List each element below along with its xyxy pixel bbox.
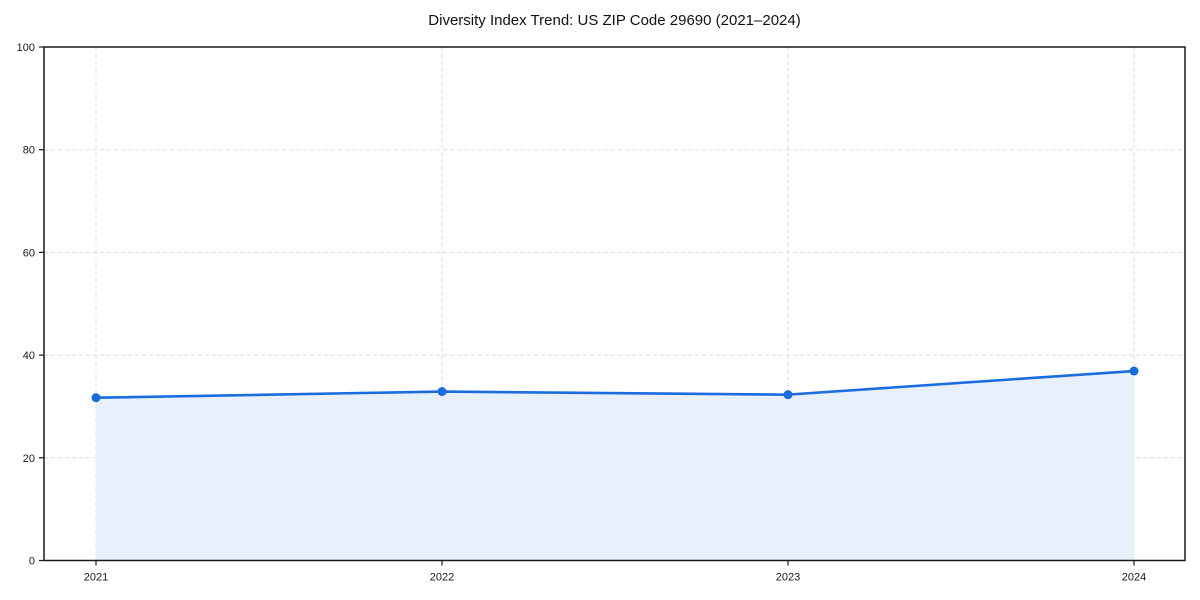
y-tick-label: 60 <box>23 247 35 259</box>
chart-title: Diversity Index Trend: US ZIP Code 29690… <box>428 12 801 29</box>
data-point-2022 <box>437 387 447 397</box>
y-tick-label: 0 <box>29 556 35 568</box>
trend-line <box>94 369 1136 400</box>
data-point-2024 <box>1129 366 1139 376</box>
area-fill <box>96 371 1134 561</box>
y-tick-label: 20 <box>23 453 35 465</box>
x-tick-label: 2023 <box>776 572 800 584</box>
data-point-2021 <box>91 393 101 403</box>
y-tick-label: 100 <box>17 42 35 54</box>
y-tick-label: 80 <box>23 145 35 157</box>
data-point-2023 <box>783 390 793 400</box>
x-tick-label: 2024 <box>1122 572 1146 584</box>
axes-spines <box>43 46 1186 562</box>
x-tick-label: 2022 <box>430 572 454 584</box>
y-tick-label: 40 <box>23 350 35 362</box>
x-tick-label: 2021 <box>84 572 108 584</box>
